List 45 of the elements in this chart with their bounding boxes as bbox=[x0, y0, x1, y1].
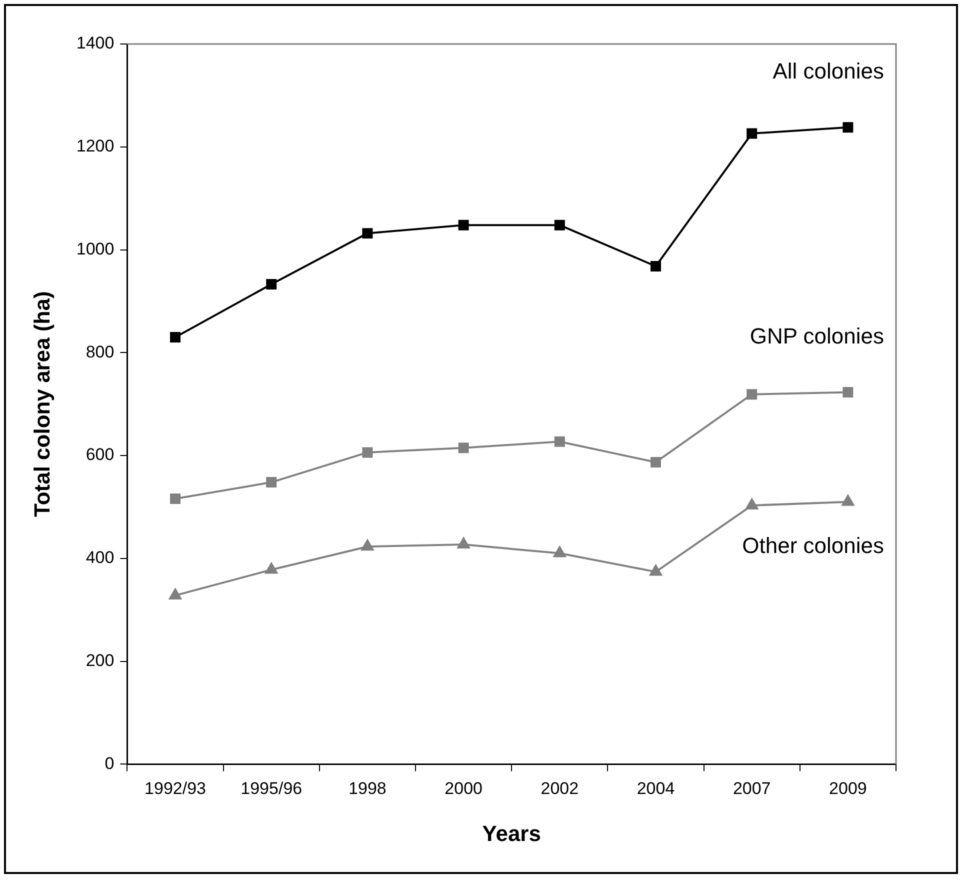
point bbox=[650, 564, 662, 576]
y-tick-label: 800 bbox=[86, 342, 114, 362]
y-tick-label: 600 bbox=[86, 445, 114, 464]
point bbox=[266, 278, 277, 290]
x-tick-label: 2000 bbox=[444, 779, 482, 798]
y-tick-label: 200 bbox=[86, 651, 114, 670]
x-tick-label: 1992/93 bbox=[144, 779, 206, 798]
y-tick-label: 1000 bbox=[76, 239, 114, 258]
point bbox=[170, 332, 181, 342]
x-axis-title: Years bbox=[482, 820, 541, 846]
series-label: GNP colonies bbox=[750, 323, 884, 348]
point bbox=[746, 128, 758, 139]
x-tick-label: 1995/96 bbox=[240, 779, 302, 798]
point bbox=[169, 588, 182, 600]
x-tick-label: 1998 bbox=[348, 779, 386, 798]
point bbox=[842, 494, 854, 506]
y-tick-label: 0 bbox=[104, 754, 114, 773]
point bbox=[746, 389, 758, 400]
point bbox=[553, 546, 566, 558]
x-tick-label: 2002 bbox=[540, 779, 579, 798]
y-tick-label: 1400 bbox=[76, 34, 114, 53]
point bbox=[265, 562, 278, 574]
text: All colonies bbox=[772, 58, 884, 84]
point bbox=[457, 538, 470, 549]
x-tick-label: 2004 bbox=[636, 779, 675, 798]
point bbox=[650, 456, 661, 468]
point bbox=[458, 220, 469, 230]
point bbox=[170, 494, 181, 504]
point bbox=[554, 436, 565, 447]
point bbox=[361, 540, 374, 551]
x-tick-label: 2009 bbox=[829, 779, 867, 798]
point bbox=[362, 447, 373, 458]
point bbox=[746, 498, 758, 510]
point bbox=[458, 442, 469, 454]
point bbox=[650, 260, 661, 272]
point bbox=[266, 477, 277, 488]
y-axis-title: Total colony area (ha) bbox=[29, 291, 54, 517]
point bbox=[362, 228, 373, 239]
point bbox=[842, 122, 854, 133]
point bbox=[842, 387, 854, 398]
x-tick-label: 2007 bbox=[732, 779, 771, 798]
point bbox=[554, 220, 565, 230]
y-tick-label: 1200 bbox=[76, 136, 114, 156]
y-tick-label: 400 bbox=[86, 548, 114, 568]
series-label: Other colonies bbox=[742, 532, 884, 558]
